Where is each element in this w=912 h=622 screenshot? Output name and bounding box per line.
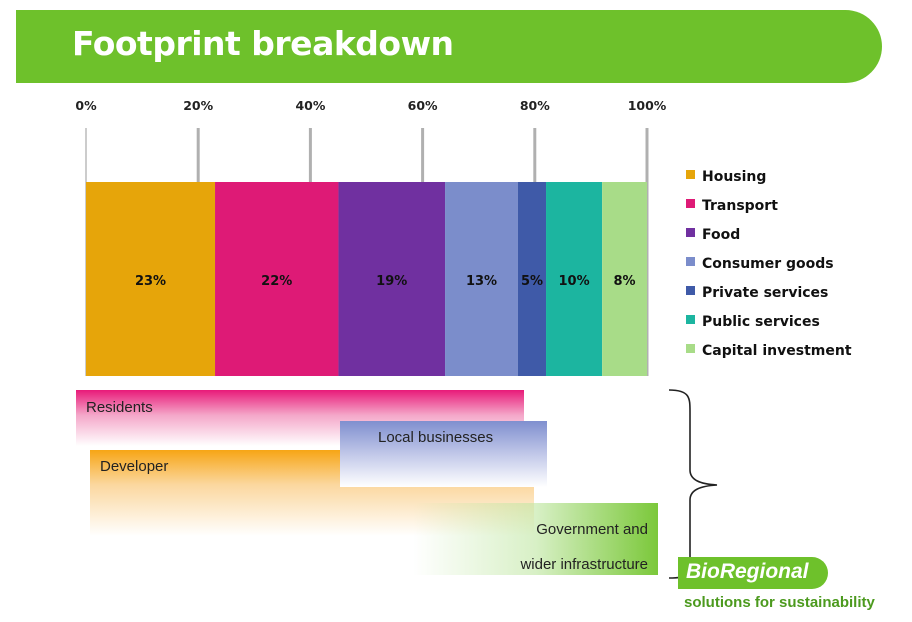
bar-segment [338, 182, 446, 376]
data-label: 23% [135, 274, 166, 289]
x-tick-label: 40% [295, 98, 325, 113]
legend-entry: Private services [702, 285, 828, 301]
x-tick-label: 0% [75, 98, 97, 113]
legend-swatch [686, 315, 695, 324]
government-band: Government and wider infrastructure [352, 503, 658, 575]
legend-swatch [686, 170, 695, 179]
legend-swatch [686, 344, 695, 353]
legend-swatch [686, 257, 695, 266]
local-businesses-label: Local businesses [378, 429, 494, 446]
logo-name: BioRegional [686, 560, 809, 583]
government-label: Government and wider infrastructure [520, 512, 648, 582]
legend-entry: Food [702, 227, 740, 243]
data-label: 10% [559, 274, 590, 289]
bar-segment [602, 182, 647, 376]
legend-swatch [686, 228, 695, 237]
bar-segment [445, 182, 518, 376]
title-bar [16, 10, 882, 83]
data-label: 13% [466, 274, 497, 289]
data-label: 5% [521, 274, 543, 289]
legend-entry: Consumer goods [702, 256, 834, 272]
legend-swatch [686, 286, 695, 295]
x-tick-label: 20% [183, 98, 213, 113]
government-label-line1: Government and [536, 521, 648, 538]
legend-entry: Public services [702, 314, 820, 330]
data-label: 19% [376, 274, 407, 289]
page-title: Footprint breakdown [72, 24, 454, 63]
x-tick-label: 80% [520, 98, 550, 113]
legend-entry: Transport [702, 198, 778, 214]
bar-segment [215, 182, 339, 376]
data-label: 22% [261, 274, 292, 289]
residents-label: Residents [86, 399, 153, 416]
data-label: 8% [614, 274, 636, 289]
legend-entry: Housing [702, 169, 766, 185]
legend-swatch [686, 199, 695, 208]
bar-segment [517, 182, 547, 376]
local-businesses-band: Local businesses [340, 421, 547, 487]
bar-segment [546, 182, 603, 376]
logo-tagline: solutions for sustainability [684, 594, 875, 611]
government-label-line2: wider infrastructure [520, 556, 648, 573]
x-tick-label: 60% [408, 98, 438, 113]
logo-badge [678, 557, 828, 589]
x-tick-label: 100% [628, 98, 667, 113]
bar-segment [86, 182, 216, 376]
developer-label: Developer [100, 458, 169, 475]
legend-entry: Capital investment [702, 343, 852, 359]
